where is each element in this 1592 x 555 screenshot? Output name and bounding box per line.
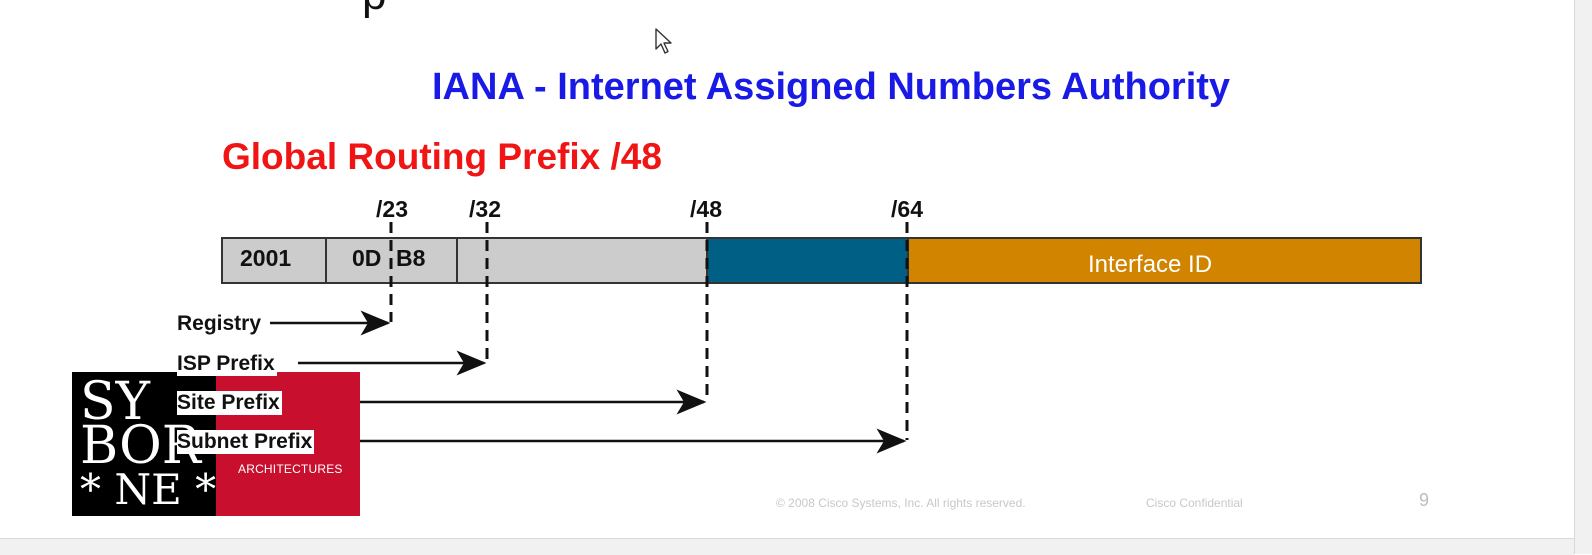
prefix-marker-48: /48: [690, 196, 722, 222]
prefix-marker-64: /64: [891, 196, 923, 222]
interface-id-field: [907, 237, 1422, 284]
interface-id-label: Interface ID: [1088, 251, 1213, 278]
slide-subtitle: Global Routing Prefix /48: [222, 136, 662, 177]
label-site-prefix: Site Prefix: [177, 391, 282, 415]
horizontal-scrollbar[interactable]: [0, 538, 1574, 555]
footer-copyright: © 2008 Cisco Systems, Inc. All rights re…: [776, 496, 1026, 510]
slide-canvas: p IANA - Internet Assigned Numbers Autho…: [72, 0, 1430, 516]
page-number: 9: [1419, 490, 1430, 510]
label-subnet-prefix: Subnet Prefix: [177, 430, 315, 454]
footer-confidential: Cisco Confidential: [1146, 496, 1243, 510]
address-field-0d-label: 0D: [352, 245, 382, 271]
label-registry: Registry: [177, 312, 264, 336]
logo-letters-3: * NE *: [80, 465, 216, 514]
logo-letters-1: SY: [80, 372, 150, 432]
vertical-scrollbar[interactable]: [1574, 0, 1592, 554]
slide-title: IANA - Internet Assigned Numbers Authori…: [432, 66, 1231, 108]
prefix-marker-23: /23: [376, 196, 408, 222]
address-field-site: [456, 237, 708, 284]
prefix-arrows-diagram: [270, 222, 909, 454]
prefix-marker-32: /32: [469, 196, 501, 222]
mouse-pointer-icon: [655, 28, 672, 54]
label-isp-prefix: ISP Prefix: [177, 352, 277, 376]
address-field-b8-label: B8: [396, 245, 426, 271]
address-field-2001-label: 2001: [240, 245, 292, 271]
cropped-heading-fragment: p: [362, 0, 386, 20]
logo-tagline: ARCHITECTURES: [238, 462, 343, 476]
